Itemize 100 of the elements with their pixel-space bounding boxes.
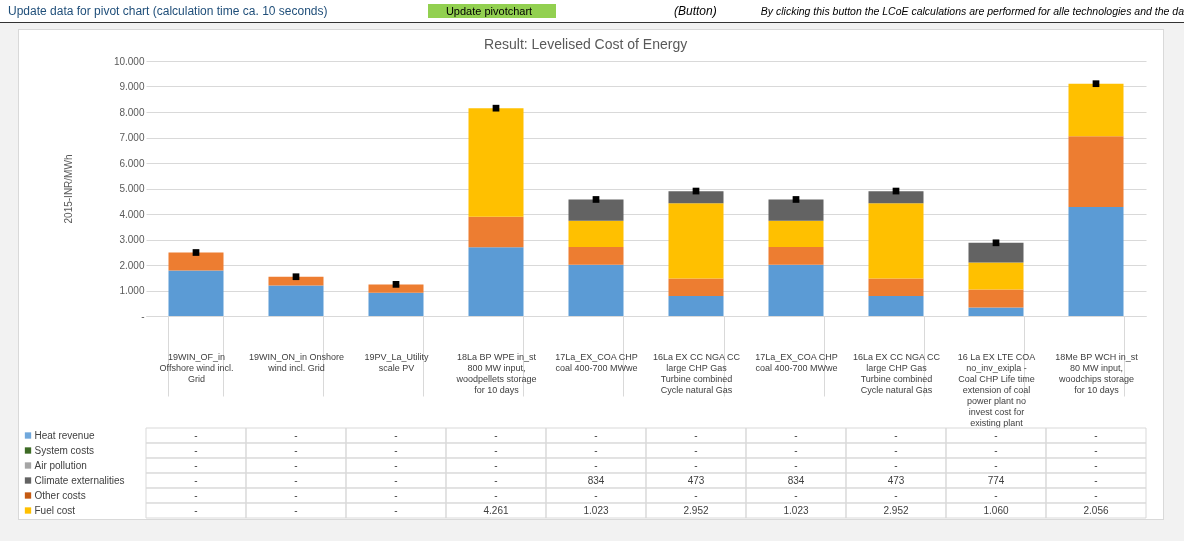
x-tick-label: 17La_EX_COA CHP coal 400-700 MWwe: [755, 351, 838, 373]
point: [992, 239, 1000, 247]
data-label: -: [1094, 459, 1098, 471]
legend-label: Air pollution: [34, 459, 87, 471]
data-label: -: [294, 504, 298, 516]
data-label: 1.023: [783, 504, 809, 516]
data-label: -: [1094, 444, 1098, 456]
data-label: -: [694, 459, 698, 471]
bar: [1068, 207, 1124, 316]
x-tick-label: 17La_EX_COA CHP coal 400-700 MWwe: [555, 351, 638, 373]
point: [1092, 80, 1100, 88]
bar: [468, 216, 524, 248]
data-label: -: [494, 489, 498, 501]
data-label: -: [394, 489, 398, 501]
bar: [868, 278, 924, 297]
data-label: -: [694, 444, 698, 456]
x-tick-label: 18Me BP WCH in_st 80 MW input, woodchips storage for 10 days: [1055, 351, 1139, 395]
x-tick-label: 16La EX CC NGA CC large CHP Gas Turbine combined Cycle natural Gas: [652, 351, 741, 395]
bar: [668, 296, 724, 316]
data-label: -: [794, 429, 798, 441]
data-label: -: [194, 504, 198, 516]
data-label: -: [794, 444, 798, 456]
data-label: -: [1094, 429, 1098, 441]
y-tick-label: 3.000: [119, 234, 145, 245]
data-label: -: [894, 489, 898, 501]
data-label: -: [594, 444, 598, 456]
data-label: -: [194, 444, 198, 456]
data-label: 834: [787, 474, 805, 486]
data-label: -: [494, 429, 498, 441]
bar: [868, 296, 924, 316]
point: [592, 196, 600, 203]
bar: [368, 292, 424, 316]
data-label: -: [994, 444, 998, 456]
data-label: 1.023: [583, 504, 609, 516]
bar: [568, 246, 624, 265]
data-label: -: [294, 489, 298, 501]
data-label: -: [394, 429, 398, 441]
bar: [468, 247, 524, 316]
data-label: -: [294, 429, 298, 441]
y-tick-label: 2.000: [119, 259, 145, 271]
data-label: 1.060: [983, 504, 1009, 516]
point: [292, 273, 300, 281]
data-label: -: [494, 474, 498, 486]
data-label: -: [294, 459, 298, 471]
y-axis-title: 2015-INR/MWh: [62, 154, 74, 224]
bar: [768, 199, 824, 221]
bar: [268, 285, 324, 316]
legend-label: Climate externalities: [34, 474, 125, 486]
bar: [668, 278, 724, 297]
y-tick-label: 8.000: [119, 106, 145, 118]
data-label: 834: [587, 474, 605, 486]
data-label: -: [394, 459, 398, 471]
data-label: 2.952: [683, 504, 709, 516]
x-tick-label: 19WIN_ON_in Onshore wind incl. Grid: [248, 351, 345, 373]
bar: [168, 270, 224, 316]
data-label: -: [1094, 474, 1098, 486]
y-tick-label: 5.000: [119, 183, 145, 194]
legend-label: Fuel cost: [34, 504, 76, 516]
bar: [168, 252, 224, 271]
data-label: -: [894, 444, 898, 456]
bar: [968, 242, 1024, 263]
data-label: -: [894, 429, 898, 441]
data-label: -: [694, 489, 698, 501]
bar: [968, 307, 1024, 316]
bar: [868, 203, 924, 279]
data-label: 473: [687, 474, 705, 486]
data-label: -: [894, 459, 898, 471]
data-label: -: [194, 489, 198, 501]
data-label: -: [794, 459, 798, 471]
bar: [668, 203, 724, 279]
data-label: -: [394, 444, 398, 456]
bar: [868, 191, 924, 204]
y-tick-label: -: [141, 310, 145, 322]
text: (Button): [673, 4, 718, 18]
data-label: -: [794, 489, 798, 501]
data-label: -: [194, 459, 198, 471]
data-label: 774: [987, 474, 1005, 486]
x-tick-label: 19PV_La_Utility scale PV: [364, 351, 430, 373]
bar: [568, 199, 624, 221]
text: Update data for pivot chart (calculation time ca. 10 seconds): [8, 4, 329, 18]
x-tick-label: 18La BP WPE in_st 800 MW input, woodpellets storage for 10 days: [455, 351, 537, 395]
bar: [668, 191, 724, 204]
y-tick-label: 6.000: [119, 157, 145, 169]
data-label: -: [294, 474, 298, 486]
data-label: -: [594, 489, 598, 501]
chart-title: Result: Levelised Cost of Energy: [484, 36, 688, 52]
data-label: -: [994, 459, 998, 471]
point: [492, 104, 500, 112]
data-label: 2.952: [883, 504, 909, 516]
data-label: 4.261: [483, 504, 509, 516]
data-label: 473: [887, 474, 905, 486]
data-label: -: [494, 459, 498, 471]
y-tick-label: 10.000: [113, 55, 145, 67]
point: [392, 281, 400, 288]
data-label: -: [194, 429, 198, 441]
bar: [968, 262, 1024, 290]
point: [792, 196, 800, 203]
x-tick-label: 19WIN_OF_in Offshore wind incl. Grid: [159, 351, 234, 384]
bar: [468, 108, 524, 217]
data-label: -: [394, 504, 398, 516]
